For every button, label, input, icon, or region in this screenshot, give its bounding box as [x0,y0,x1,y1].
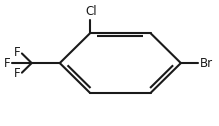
Text: Cl: Cl [85,5,97,18]
Text: F: F [14,67,20,80]
Text: F: F [14,46,20,59]
Text: Br: Br [200,57,214,70]
Text: F: F [4,57,10,70]
